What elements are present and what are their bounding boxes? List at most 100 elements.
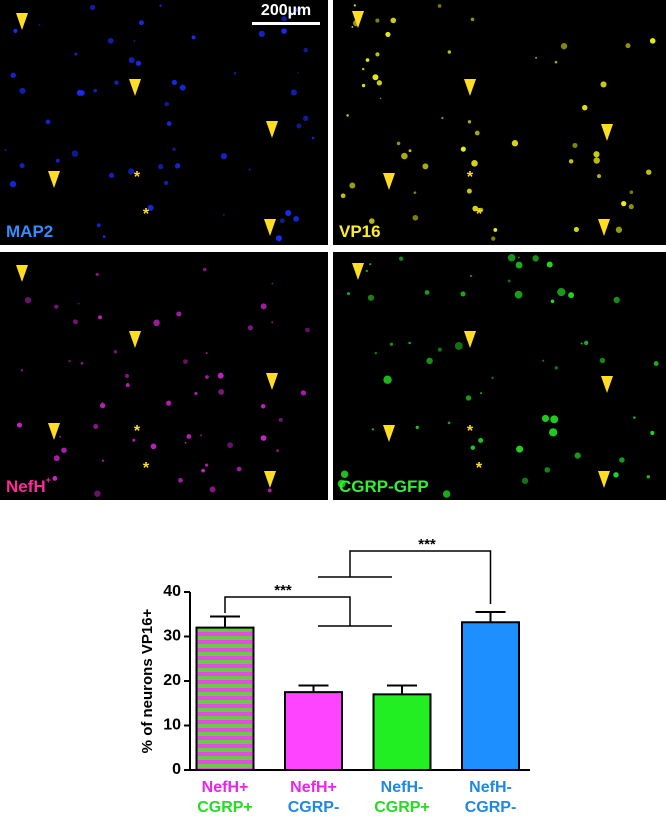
cell (438, 4, 442, 8)
cell (561, 43, 567, 49)
cell (448, 50, 451, 53)
cell (372, 428, 374, 430)
cell (281, 28, 287, 34)
scale-bar (252, 22, 320, 25)
cell (438, 348, 442, 352)
cell (613, 472, 618, 477)
x-tick-label: CGRP- (465, 799, 517, 816)
cell (341, 193, 346, 198)
cell (584, 341, 588, 345)
bar (197, 628, 254, 770)
cell (366, 270, 368, 272)
cell (542, 360, 544, 362)
cell (268, 489, 272, 493)
cell (180, 85, 186, 91)
cell (441, 117, 443, 119)
cell (555, 61, 558, 64)
cell (532, 255, 538, 261)
cell (72, 150, 79, 157)
cell (280, 218, 285, 223)
cell (187, 434, 192, 439)
cell (153, 320, 160, 327)
cell (619, 457, 624, 462)
cell (647, 475, 650, 478)
cell (11, 73, 16, 78)
cell (508, 280, 511, 283)
cell (366, 58, 370, 62)
cell (467, 189, 472, 194)
cell (210, 486, 216, 492)
cell (461, 291, 466, 296)
cell (516, 446, 523, 453)
cell (569, 159, 573, 163)
bar (285, 692, 342, 770)
cell (401, 153, 408, 160)
cell (650, 431, 654, 435)
cell (25, 297, 31, 303)
cell (303, 48, 308, 53)
cell (413, 215, 419, 221)
cell (408, 342, 410, 344)
cell (237, 467, 242, 472)
cell (279, 418, 283, 422)
asterisk: * (134, 169, 141, 186)
cell (516, 262, 523, 269)
asterisk: * (476, 206, 483, 223)
cell (167, 121, 172, 126)
cell (621, 201, 626, 206)
cell (165, 102, 169, 106)
cell (126, 383, 130, 387)
cell (535, 57, 537, 59)
cell (470, 275, 472, 277)
cell (397, 142, 401, 146)
cell (261, 404, 265, 408)
cell (422, 163, 428, 169)
cell (81, 362, 84, 365)
x-tick-label: NefH+ (290, 779, 337, 796)
cell (491, 236, 495, 240)
x-tick-label: NefH- (469, 779, 512, 796)
micrograph (333, 0, 666, 245)
cell (399, 257, 403, 261)
cell (38, 24, 40, 26)
bar (374, 694, 431, 770)
panel-label-text: MAP2 (6, 222, 53, 241)
cell (512, 140, 518, 146)
cell (61, 447, 66, 452)
cell (77, 90, 83, 96)
y-tick-label: 40 (163, 583, 181, 600)
cell (629, 204, 634, 209)
cell (471, 446, 475, 450)
y-axis-label: % of neurons VP16+ (139, 608, 156, 753)
cell (74, 53, 77, 56)
cell (466, 395, 471, 400)
cell (544, 467, 550, 473)
asterisk: * (476, 460, 483, 477)
cell (261, 435, 267, 441)
micrograph (333, 252, 666, 500)
cell (549, 428, 557, 436)
cell (471, 18, 475, 22)
panel-label-text: CGRP-GFP (339, 477, 429, 496)
cell (205, 464, 208, 467)
cell (480, 392, 482, 394)
cell (223, 214, 225, 216)
cell (178, 478, 183, 483)
cell (78, 303, 80, 305)
cell (633, 416, 635, 418)
cell (390, 18, 396, 24)
cell (522, 478, 528, 484)
cell (183, 359, 188, 364)
cell (572, 143, 577, 148)
cell (159, 5, 161, 7)
cell (375, 19, 379, 23)
panel-label: VP16 (339, 222, 381, 241)
cell (414, 191, 417, 194)
cell (158, 164, 163, 169)
panel-label: NefH+ (6, 475, 51, 496)
cell (21, 369, 23, 371)
cell (90, 5, 95, 10)
cell (368, 295, 374, 301)
